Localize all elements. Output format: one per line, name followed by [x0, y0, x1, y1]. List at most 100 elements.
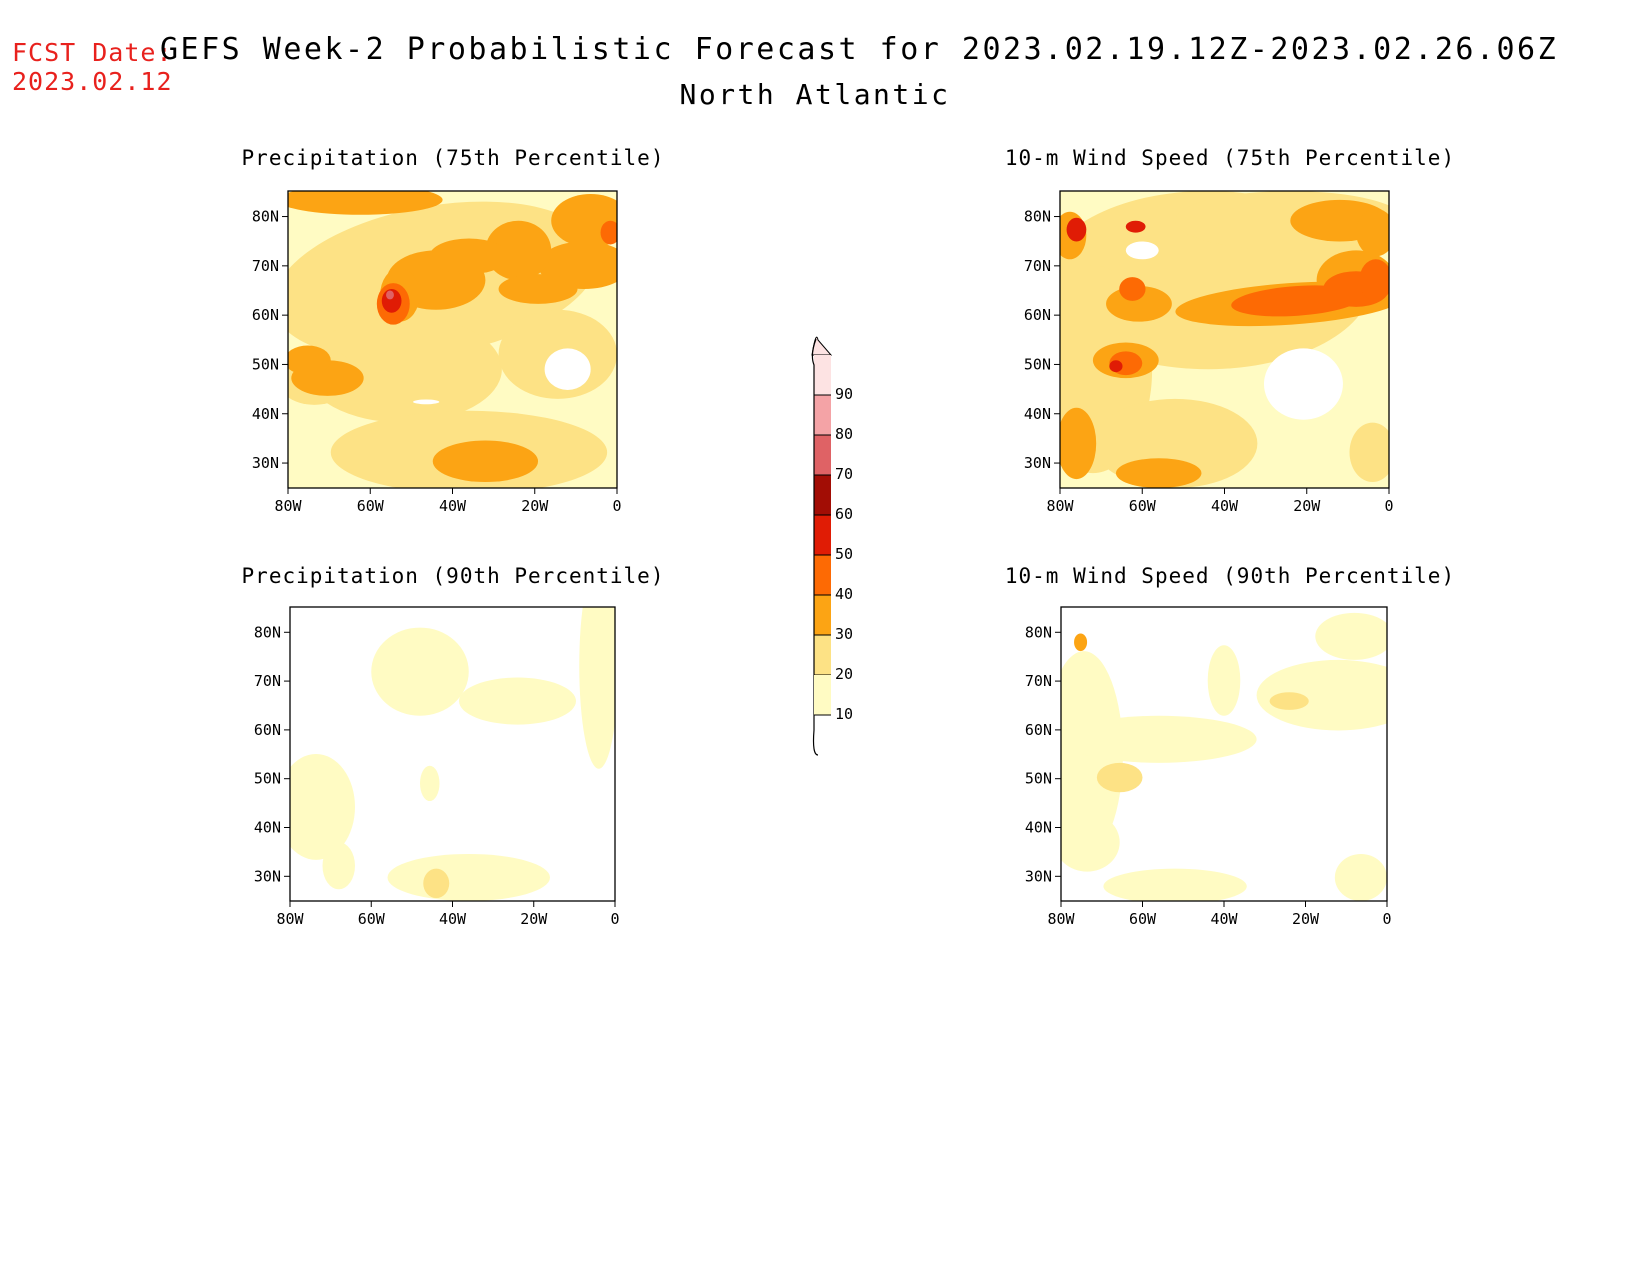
- colorbar-label: 10: [835, 705, 853, 723]
- colorbar: 10 20 30 40 50 60 70 80 90: [811, 336, 853, 756]
- colorbar-swatch: [814, 515, 831, 555]
- lon-label: 60W: [1129, 910, 1157, 928]
- colorbar-swatch: [814, 395, 831, 435]
- lat-label: 30N: [252, 454, 279, 472]
- lat-label: 80N: [254, 623, 281, 641]
- fill-region: [551, 193, 617, 248]
- lon-label: 40W: [1210, 910, 1238, 928]
- lon-label: 0: [1384, 497, 1393, 515]
- lon-label: 40W: [439, 497, 467, 515]
- fill-region: [371, 627, 469, 716]
- fill-region: [1061, 715, 1257, 763]
- lon-label: 80W: [276, 910, 304, 928]
- lat-label: 40N: [254, 819, 281, 837]
- lat-label: 50N: [1024, 355, 1051, 373]
- lat-label: 40N: [1025, 819, 1052, 837]
- fill-region: [1074, 633, 1088, 652]
- colorbar-swatch: [814, 355, 831, 395]
- fill-region: [498, 274, 578, 304]
- panel-wind-75: 10-m Wind Speed (75th Percentile) 80N 70N 6…: [1005, 146, 1455, 515]
- lon-label: 80W: [1047, 910, 1075, 928]
- fill-region: [1263, 348, 1343, 420]
- lat-label: 60N: [252, 306, 279, 324]
- lat-label: 70N: [1024, 257, 1051, 275]
- fill-region: [423, 868, 450, 899]
- fill-region: [413, 399, 440, 405]
- panel-precip-90: Precipitation (90th Percentile) 80N 70N 60N…: [242, 564, 665, 928]
- fill-region: [1349, 422, 1389, 483]
- fill-region: [544, 348, 591, 390]
- colorbar-outline: [811, 338, 819, 756]
- map-fill: [1060, 191, 1389, 488]
- lat-label: 30N: [1024, 454, 1051, 472]
- colorbar-top-cap: [811, 336, 833, 356]
- lon-label: 20W: [520, 910, 548, 928]
- fill-region: [1207, 645, 1241, 716]
- page-title: GEFS Week-2 Probabilistic Forecast for 2…: [160, 32, 1559, 67]
- fill-region: [1109, 360, 1123, 373]
- fill-region: [288, 191, 443, 215]
- fill-region: [387, 853, 550, 901]
- panel-title: Precipitation (90th Percentile): [242, 564, 665, 588]
- lat-label: 40N: [252, 405, 279, 423]
- fill-region: [288, 345, 331, 376]
- fill-region: [290, 754, 355, 860]
- lon-label: 0: [612, 497, 621, 515]
- fill-region: [1334, 853, 1387, 901]
- lat-label: 80N: [1024, 208, 1051, 226]
- lon-label: 60W: [357, 497, 385, 515]
- fill-region: [1125, 220, 1146, 233]
- fill-region: [1066, 217, 1087, 242]
- panel-precip-75: Precipitation (75th Percentile) 80N 70N 60N…: [242, 146, 665, 515]
- fill-region: [304, 315, 502, 423]
- fill-region: [1359, 259, 1389, 301]
- colorbar-label: 40: [835, 585, 853, 603]
- colorbar-label: 50: [835, 545, 853, 563]
- fill-region: [1103, 868, 1247, 901]
- colorbar-label: 60: [835, 505, 853, 523]
- fill-region: [1060, 407, 1097, 480]
- fill-region: [1356, 208, 1389, 257]
- fill-region: [579, 607, 615, 769]
- lon-label: 0: [1382, 910, 1391, 928]
- lon-label: 20W: [1292, 910, 1320, 928]
- lat-label: 50N: [254, 770, 281, 788]
- colorbar-label: 70: [835, 465, 853, 483]
- lat-label: 60N: [1024, 306, 1051, 324]
- forecast-date-label: FCST Date:: [12, 38, 173, 67]
- lon-label: 0: [610, 910, 619, 928]
- lat-label: 30N: [1025, 867, 1052, 885]
- lat-label: 50N: [252, 355, 279, 373]
- lat-label: 40N: [1024, 405, 1051, 423]
- lon-label: 60W: [1129, 497, 1157, 515]
- lon-label: 40W: [1211, 497, 1239, 515]
- colorbar-swatch: [814, 595, 831, 635]
- lon-label: 40W: [439, 910, 467, 928]
- colorbar-label: 30: [835, 625, 853, 643]
- fill-region: [600, 220, 617, 245]
- lat-label: 70N: [1025, 672, 1052, 690]
- map-fill: [290, 607, 615, 901]
- colorbar-label: 20: [835, 665, 853, 683]
- fill-region: [432, 440, 539, 483]
- colorbar-swatch: [814, 435, 831, 475]
- colorbar-swatch: [814, 555, 831, 595]
- forecast-date-value: 2023.02.12: [12, 67, 173, 96]
- lon-label: 20W: [1293, 497, 1321, 515]
- lon-label: 80W: [274, 497, 302, 515]
- colorbar-swatch: [814, 475, 831, 515]
- fill-region: [1125, 241, 1159, 260]
- fill-region: [1061, 812, 1120, 872]
- panel-wind-90: 10-m Wind Speed (90th Percentile) 80N 70N 6…: [1005, 564, 1454, 928]
- lat-label: 80N: [252, 208, 279, 226]
- fill-region: [322, 842, 355, 890]
- lon-label: 80W: [1046, 497, 1074, 515]
- panel-title: Precipitation (75th Percentile): [242, 146, 665, 170]
- map-fill: [1061, 607, 1387, 901]
- region-subtitle: North Atlantic: [679, 78, 951, 111]
- fill-region: [429, 238, 509, 275]
- fill-region: [459, 677, 576, 725]
- fill-region: [1096, 762, 1143, 793]
- panel-title: 10-m Wind Speed (75th Percentile): [1005, 146, 1455, 170]
